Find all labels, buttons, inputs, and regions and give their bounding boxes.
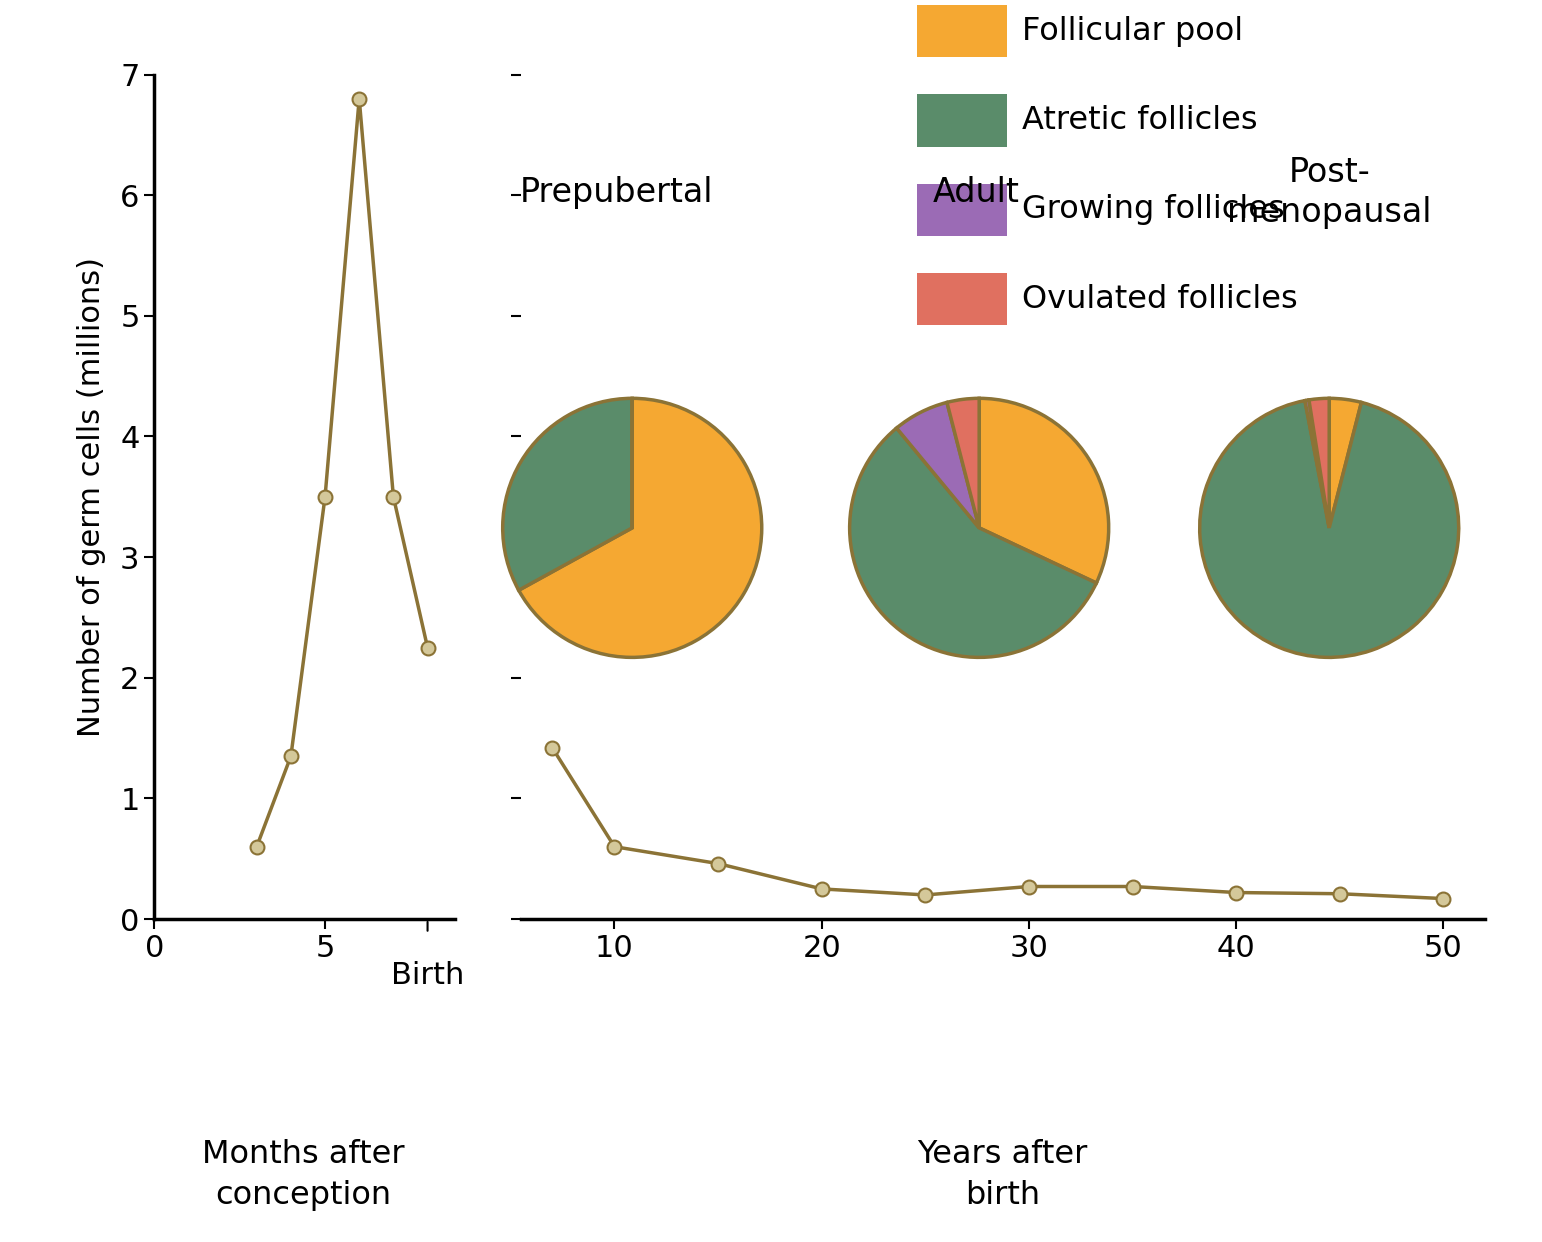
Wedge shape <box>947 399 979 528</box>
Wedge shape <box>1329 399 1362 528</box>
Y-axis label: Number of germ cells (millions): Number of germ cells (millions) <box>77 257 106 737</box>
Text: Months after
conception: Months after conception <box>202 1139 406 1211</box>
Wedge shape <box>1305 400 1329 528</box>
Wedge shape <box>503 399 632 590</box>
Wedge shape <box>1200 401 1459 657</box>
Wedge shape <box>518 399 762 657</box>
Wedge shape <box>1309 399 1329 528</box>
Text: Post-
menopausal: Post- menopausal <box>1227 155 1431 230</box>
Text: Atretic follicles: Atretic follicles <box>1022 106 1258 135</box>
Text: Follicular pool: Follicular pool <box>1022 16 1243 46</box>
Wedge shape <box>979 399 1109 582</box>
Text: Adult: Adult <box>933 176 1019 209</box>
Wedge shape <box>896 402 979 528</box>
Text: Growing follicles: Growing follicles <box>1022 195 1284 225</box>
Text: Years after
birth: Years after birth <box>917 1139 1087 1211</box>
Wedge shape <box>850 428 1096 657</box>
Text: Ovulated follicles: Ovulated follicles <box>1022 284 1298 314</box>
Text: Birth: Birth <box>390 961 464 990</box>
Text: Prepubertal: Prepubertal <box>520 176 714 209</box>
